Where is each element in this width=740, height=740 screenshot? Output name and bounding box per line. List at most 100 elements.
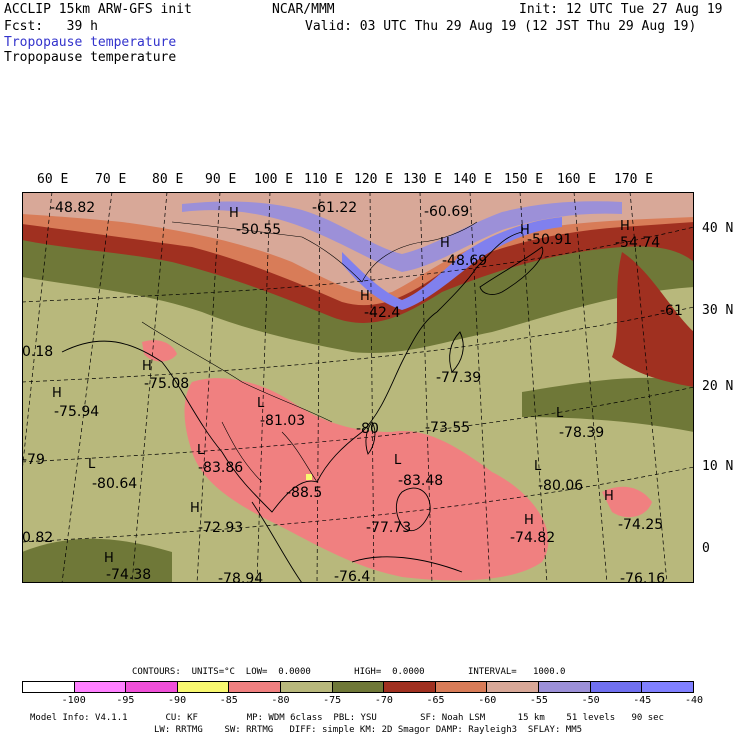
blue-band bbox=[342, 217, 562, 310]
extreme-value: -79 bbox=[22, 452, 45, 468]
low-marker: L bbox=[88, 457, 96, 472]
olive-band-west-patch bbox=[22, 538, 172, 583]
colorbar-swatch bbox=[281, 682, 333, 692]
hl-markers: H H H H H H H H H H H L L L L L L bbox=[52, 206, 630, 566]
lat-label: 30 N bbox=[702, 303, 734, 318]
extreme-value: -75.94 bbox=[54, 404, 99, 420]
colorbar bbox=[22, 681, 694, 693]
low-marker: L bbox=[394, 453, 402, 468]
lon-label: 80 E bbox=[152, 172, 184, 187]
lilac-band bbox=[182, 201, 622, 272]
colorbar-label: -95 bbox=[116, 695, 135, 706]
extreme-value: -76.16 bbox=[620, 571, 665, 583]
lon-label: 90 E bbox=[205, 172, 237, 187]
colorbar-swatch bbox=[384, 682, 436, 692]
extreme-value: 0.82 bbox=[22, 530, 53, 546]
colorbar-label: -50 bbox=[581, 695, 600, 706]
high-marker: H bbox=[360, 289, 370, 304]
colorbar-swatch bbox=[539, 682, 591, 692]
coastlines bbox=[61, 231, 544, 583]
valid-time: Valid: 03 UTC Thu 29 Aug 19 (12 JST Thu … bbox=[305, 19, 697, 34]
colorbar-label: -90 bbox=[168, 695, 187, 706]
extreme-value: -74.25 bbox=[618, 517, 663, 533]
colorbar-label: -45 bbox=[633, 695, 652, 706]
extreme-value: -80.06 bbox=[538, 478, 583, 494]
colorbar-label: -65 bbox=[426, 695, 445, 706]
extreme-value: -88.5 bbox=[286, 485, 322, 501]
map-canvas: H H H H H H H H H H H L L L L L L -48.82… bbox=[22, 192, 694, 583]
colorbar-swatch bbox=[487, 682, 540, 692]
colorbar-swatch bbox=[126, 682, 178, 692]
lon-label: 70 E bbox=[95, 172, 127, 187]
colorbar-swatch bbox=[23, 682, 75, 692]
extreme-value: -48.69 bbox=[442, 253, 487, 269]
high-marker: H bbox=[440, 236, 450, 251]
lon-label: 100 E bbox=[254, 172, 294, 187]
forecast-hour: Fcst: 39 h bbox=[4, 19, 98, 34]
colorbar-swatch bbox=[177, 682, 230, 692]
low-marker: L bbox=[534, 459, 542, 474]
colorbar-swatch bbox=[229, 682, 282, 692]
extreme-value: -81.03 bbox=[260, 413, 305, 429]
colorbar-label: -80 bbox=[271, 695, 290, 706]
extreme-value: 0.18 bbox=[22, 344, 53, 360]
borders bbox=[141, 221, 478, 483]
high-marker: H bbox=[190, 501, 200, 516]
org-label: NCAR/MMM bbox=[272, 2, 335, 17]
lon-label: 110 E bbox=[304, 172, 344, 187]
lat-label: 10 N bbox=[702, 459, 734, 474]
colorbar-swatch bbox=[332, 682, 385, 692]
field-title-contour: Tropopause temperature bbox=[4, 50, 177, 65]
colorbar-label: -70 bbox=[374, 695, 393, 706]
olive-band-south-lobe bbox=[522, 377, 694, 432]
high-marker: H bbox=[524, 513, 534, 528]
extreme-value: -80.64 bbox=[92, 476, 137, 492]
model-info-line-1: Model Info: V4.1.1 CU: KF MP: WDM 6class… bbox=[30, 713, 664, 723]
high-marker: H bbox=[520, 223, 530, 238]
extreme-value: -80 bbox=[356, 421, 379, 437]
extreme-value: -42.4 bbox=[364, 305, 400, 321]
lon-label: 140 E bbox=[453, 172, 493, 187]
high-marker: H bbox=[104, 551, 114, 566]
model-info-line-2: LW: RRTMG SW: RRTMG DIFF: simple KM: 2D … bbox=[154, 725, 583, 735]
lon-label: 60 E bbox=[37, 172, 69, 187]
high-marker: H bbox=[604, 489, 614, 504]
extreme-value: -78.94 bbox=[218, 571, 263, 583]
colorbar-label: -60 bbox=[478, 695, 497, 706]
graticule bbox=[22, 192, 694, 583]
extreme-value: -48.82 bbox=[50, 200, 95, 216]
high-marker: H bbox=[620, 219, 630, 234]
lat-label: 40 N bbox=[702, 221, 734, 236]
high-marker: H bbox=[229, 206, 239, 221]
lon-label: 160 E bbox=[557, 172, 597, 187]
extreme-value: -83.86 bbox=[198, 460, 243, 476]
low-marker: L bbox=[197, 443, 205, 458]
colorbar-swatch bbox=[642, 682, 693, 692]
extreme-value: -75.08 bbox=[144, 376, 189, 392]
extreme-value: -60.69 bbox=[424, 204, 469, 220]
field-title-shaded: Tropopause temperature bbox=[4, 35, 177, 50]
salmon-region-main bbox=[184, 378, 549, 581]
salmon-region-west bbox=[142, 340, 177, 362]
high-marker: H bbox=[142, 359, 152, 374]
lon-label: 120 E bbox=[354, 172, 394, 187]
extreme-value: -54.74 bbox=[615, 235, 660, 251]
lon-label: 170 E bbox=[614, 172, 654, 187]
extreme-value: -78.39 bbox=[559, 425, 604, 441]
extreme-value: -74.82 bbox=[510, 530, 555, 546]
dark-red-band-east-lobe bbox=[612, 252, 694, 387]
extreme-value: -76.4 bbox=[334, 569, 370, 583]
extreme-value: -50.55 bbox=[236, 222, 281, 238]
lat-label: 20 N bbox=[702, 379, 734, 394]
contours-info: CONTOURS: UNITS=°C LOW= 0.0000 HIGH= 0.0… bbox=[132, 667, 566, 677]
yellow-patch bbox=[306, 474, 312, 480]
lon-label: 130 E bbox=[403, 172, 443, 187]
high-marker: H bbox=[52, 386, 62, 401]
colorbar-label: -55 bbox=[529, 695, 548, 706]
low-marker: L bbox=[556, 406, 564, 421]
extreme-value: -74.38 bbox=[106, 567, 151, 583]
lat-label: 0 bbox=[702, 541, 710, 556]
colorbar-label: -75 bbox=[323, 695, 342, 706]
init-time: Init: 12 UTC Tue 27 Aug 19 bbox=[519, 2, 723, 17]
extreme-value: -73.55 bbox=[425, 420, 470, 436]
